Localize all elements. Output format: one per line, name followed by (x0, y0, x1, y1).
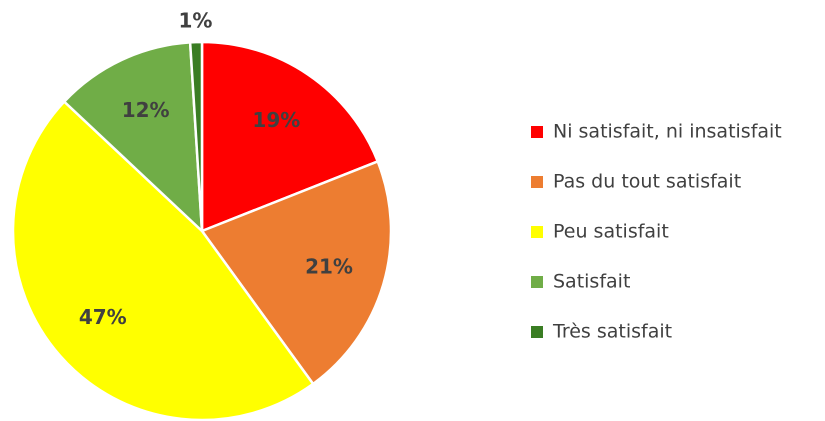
legend-swatch (531, 326, 543, 338)
data-label: 19% (252, 108, 300, 132)
legend-label: Peu satisfait (553, 221, 669, 243)
pie-slice (200, 159, 393, 386)
data-label: 12% (122, 98, 170, 122)
legend-swatch (531, 126, 543, 138)
legend-swatch (531, 276, 543, 288)
pie-slice (11, 99, 315, 421)
legend-label: Satisfait (553, 271, 630, 293)
pie-slice (200, 40, 380, 233)
legend-swatch (531, 176, 543, 188)
legend-label: Pas du tout satisfait (553, 171, 741, 193)
legend-swatch (531, 226, 543, 238)
pie-slice (188, 40, 204, 232)
data-label: 21% (305, 254, 353, 278)
data-label: 1% (178, 9, 212, 33)
data-label: 47% (79, 305, 127, 329)
legend-label: Très satisfait (552, 321, 672, 343)
pie-slice (62, 41, 204, 235)
legend-label: Ni satisfait, ni insatisfait (553, 121, 782, 143)
